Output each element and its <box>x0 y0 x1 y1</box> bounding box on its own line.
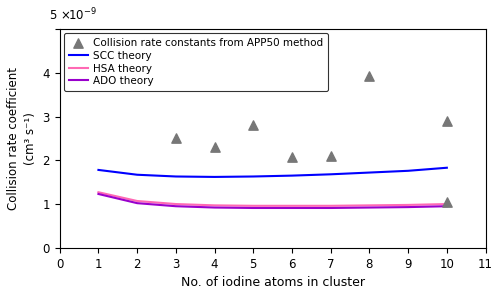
SCC theory <box>328 173 334 176</box>
HSA theory <box>444 202 450 206</box>
Line: ADO theory: ADO theory <box>98 194 447 208</box>
ADO theory <box>405 205 411 209</box>
Collision rate constants from APP50 method <box>250 123 258 128</box>
ADO theory <box>366 206 372 209</box>
SCC theory <box>289 174 295 177</box>
HSA theory <box>173 202 179 206</box>
ADO theory <box>134 201 140 205</box>
HSA theory <box>289 204 295 207</box>
X-axis label: No. of iodine atoms in cluster: No. of iodine atoms in cluster <box>180 276 364 289</box>
Y-axis label: Collision rate coefficient
(cm³ s⁻¹): Collision rate coefficient (cm³ s⁻¹) <box>7 67 37 210</box>
SCC theory <box>134 173 140 176</box>
HSA theory <box>250 204 256 207</box>
Collision rate constants from APP50 method <box>326 154 334 158</box>
Line: HSA theory: HSA theory <box>98 192 447 206</box>
Collision rate constants from APP50 method <box>443 119 451 123</box>
HSA theory <box>212 204 218 207</box>
Text: 5 $\times\!10^{-9}$: 5 $\times\!10^{-9}$ <box>48 7 96 24</box>
SCC theory <box>173 175 179 178</box>
Collision rate constants from APP50 method <box>443 200 451 204</box>
SCC theory <box>405 169 411 173</box>
ADO theory <box>289 206 295 210</box>
ADO theory <box>250 206 256 210</box>
Collision rate constants from APP50 method <box>366 73 374 78</box>
SCC theory <box>212 175 218 179</box>
Collision rate constants from APP50 method <box>288 155 296 160</box>
Collision rate constants from APP50 method <box>210 145 218 149</box>
ADO theory <box>173 205 179 208</box>
Line: SCC theory: SCC theory <box>98 168 447 177</box>
ADO theory <box>96 192 102 196</box>
SCC theory <box>444 166 450 170</box>
HSA theory <box>134 199 140 203</box>
HSA theory <box>328 204 334 207</box>
HSA theory <box>96 190 102 194</box>
ADO theory <box>328 206 334 210</box>
Collision rate constants from APP50 method <box>172 136 180 141</box>
SCC theory <box>250 175 256 178</box>
HSA theory <box>366 204 372 207</box>
ADO theory <box>212 206 218 209</box>
SCC theory <box>96 168 102 172</box>
Legend: Collision rate constants from APP50 method, SCC theory, HSA theory, ADO theory: Collision rate constants from APP50 meth… <box>64 33 328 91</box>
ADO theory <box>444 205 450 208</box>
HSA theory <box>405 203 411 207</box>
SCC theory <box>366 171 372 174</box>
